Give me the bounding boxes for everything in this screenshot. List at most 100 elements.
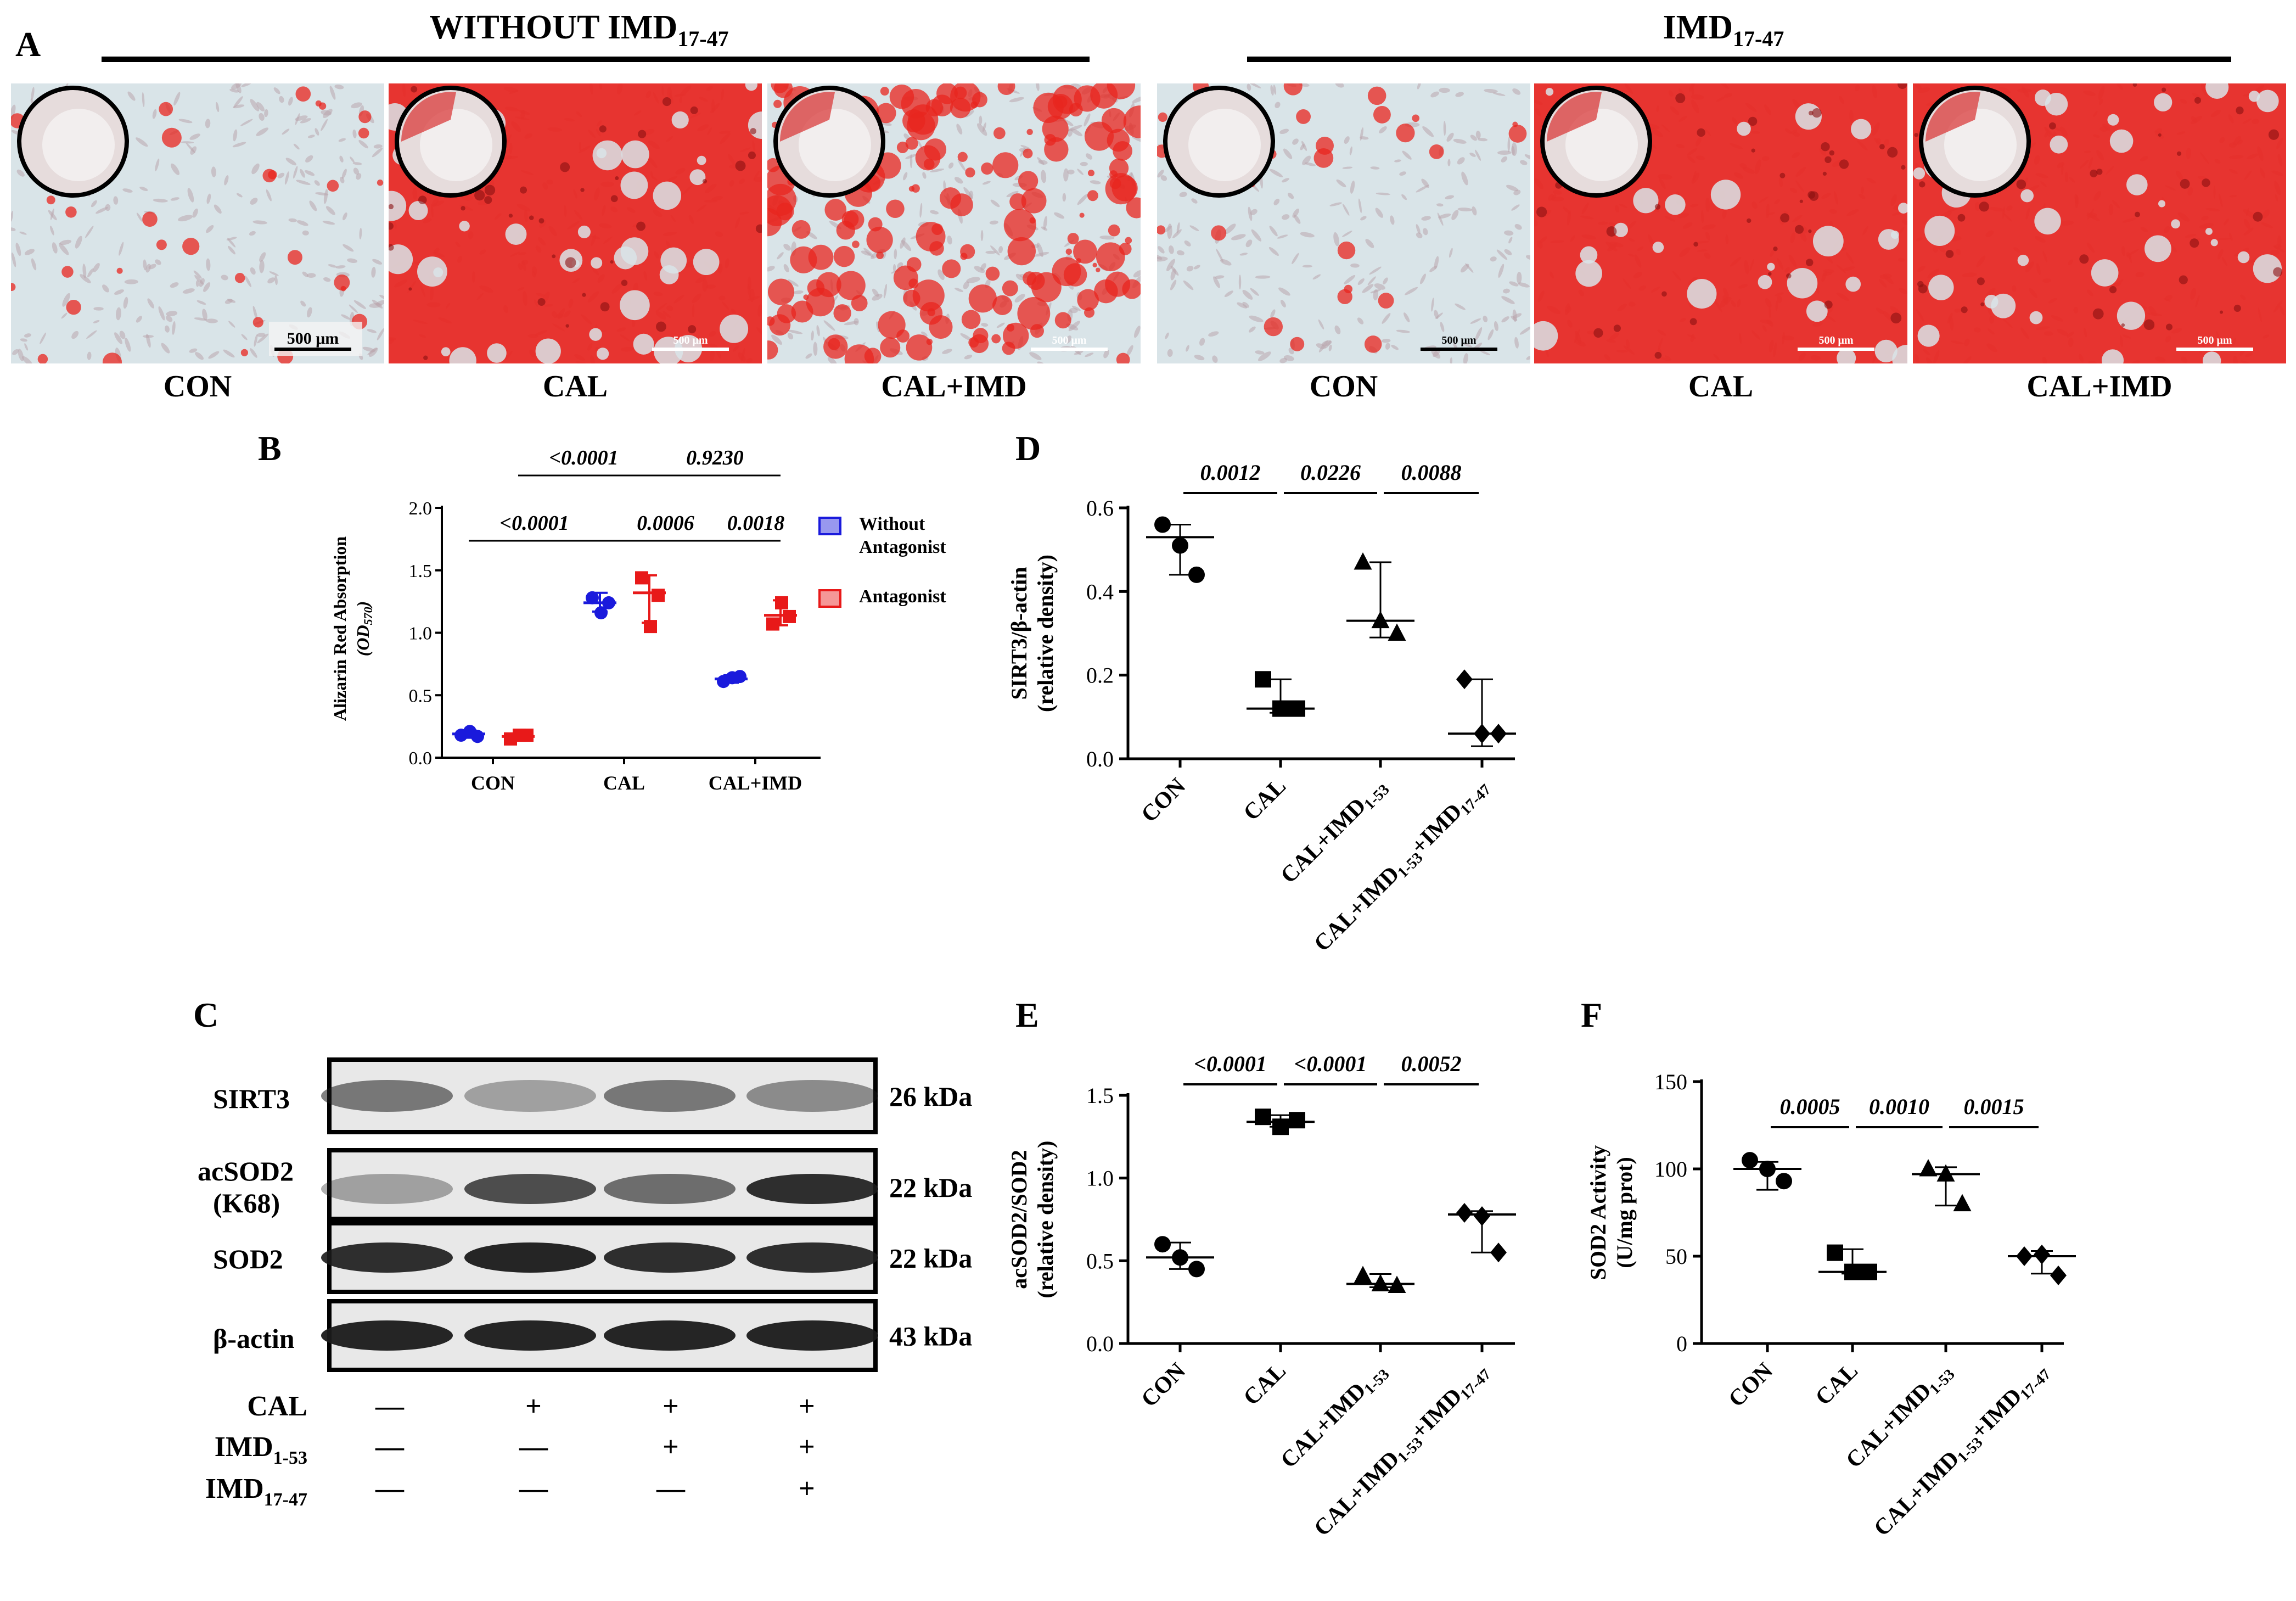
dense-deposit (508, 214, 513, 218)
group-right-title-main: IMD (1663, 9, 1733, 46)
dense-deposit (1689, 318, 1697, 326)
data-point (1953, 1194, 1972, 1212)
unstained-gap (2154, 93, 2173, 112)
well-stain (1546, 92, 1602, 142)
cell-mark (244, 275, 251, 287)
micrograph-label: CON (1310, 370, 1378, 404)
cell-mark (1275, 102, 1281, 109)
cell-mark (323, 109, 333, 119)
dense-deposit (1829, 150, 1835, 156)
dense-deposit (1786, 273, 1792, 279)
data-point (586, 591, 599, 604)
data-point (1474, 724, 1490, 744)
cell-mark (199, 278, 205, 287)
cell-mark (1292, 138, 1299, 145)
cell-mark (343, 212, 347, 221)
unstained-gap (1928, 275, 1954, 300)
cell-mark (136, 316, 142, 323)
cell-mark (322, 221, 335, 225)
dense-deposit (1748, 116, 1758, 126)
dense-deposit (1613, 324, 1621, 332)
cell-mark (1037, 361, 1045, 363)
cell-mark (166, 311, 178, 317)
x-tick-label: CAL (1239, 774, 1291, 826)
data-point (1172, 1249, 1188, 1266)
unstained-gap (1545, 88, 1554, 96)
cell-mark (1334, 325, 1341, 334)
unstained-gap (2158, 200, 2165, 208)
cell-mark (203, 282, 211, 292)
cell-mark (31, 258, 37, 271)
cell-mark (1278, 287, 1290, 296)
stain-spot (777, 304, 796, 323)
p-value-label: 0.0012 (1200, 460, 1261, 485)
cell-mark (1520, 160, 1528, 165)
unstained-gap (1787, 267, 1818, 299)
unstained-gap (1687, 279, 1717, 309)
stain-spot (875, 103, 896, 124)
cell-mark (1484, 88, 1498, 93)
dense-deposit (1879, 144, 1885, 150)
unstained-gap (487, 343, 507, 363)
cell-mark (1270, 85, 1274, 96)
dense-deposit (1825, 156, 1832, 164)
cell-mark (816, 325, 820, 337)
protein-band (604, 1320, 736, 1351)
unstained-gap (2205, 228, 2213, 235)
well-outline (1163, 86, 1275, 198)
cell-mark (1239, 253, 1248, 256)
cell-mark (1126, 345, 1133, 356)
stain-spot (833, 245, 855, 267)
protein-band (464, 1174, 596, 1204)
band-name: acSOD2 (198, 1156, 294, 1186)
unstained-gap (2253, 254, 2282, 283)
dense-deposit (1945, 250, 1954, 258)
dense-deposit (2158, 133, 2162, 137)
cell-mark (903, 172, 908, 181)
data-point (1188, 1261, 1205, 1278)
treatment-table: CAL — + + +IMD1-53— — + +IMD17-47— — — + (205, 1391, 815, 1510)
cell-mark (284, 171, 289, 185)
well-stain (1925, 92, 1980, 142)
dense-deposit (688, 325, 697, 334)
cell-mark (1269, 226, 1278, 237)
stain-spot (929, 315, 953, 339)
cell-mark (1350, 180, 1355, 194)
cell-mark (1304, 162, 1316, 166)
data-point (1936, 1164, 1955, 1182)
cell-mark (1220, 259, 1232, 266)
p-value-label: <0.0001 (549, 446, 618, 469)
cell-mark (1167, 349, 1173, 357)
cell-mark (233, 129, 238, 142)
dense-deposit (2179, 275, 2188, 284)
dense-deposit (621, 279, 628, 286)
stain-spot (960, 253, 968, 260)
cell-mark (1250, 209, 1258, 215)
dense-deposit (1606, 226, 1617, 237)
cell-mark (1250, 288, 1259, 296)
cell-mark (905, 154, 917, 159)
cell-mark (59, 243, 69, 255)
unstained-gap (589, 328, 602, 341)
cell-mark (1071, 305, 1081, 311)
dense-deposit (408, 287, 412, 291)
cell-mark (259, 113, 265, 121)
data-point (2050, 1265, 2067, 1285)
cell-mark (1103, 349, 1109, 359)
band-kda: 43 kDa (889, 1321, 972, 1352)
x-tick-label: CAL (603, 772, 645, 794)
unstained-gap (1924, 215, 1955, 246)
cell-mark (338, 138, 346, 142)
cell-mark (1328, 344, 1332, 351)
cell-mark (250, 198, 258, 205)
dense-deposit (2079, 254, 2089, 264)
cell-mark (315, 128, 319, 136)
cell-mark (813, 342, 818, 356)
stain-spot (1003, 322, 1029, 349)
treatment-name-sub: 1-53 (273, 1448, 307, 1468)
treatment-mark: + (799, 1431, 815, 1463)
protein-band (321, 1320, 453, 1351)
cell-mark (221, 275, 228, 281)
data-point (1490, 724, 1507, 744)
cell-mark (919, 203, 923, 218)
